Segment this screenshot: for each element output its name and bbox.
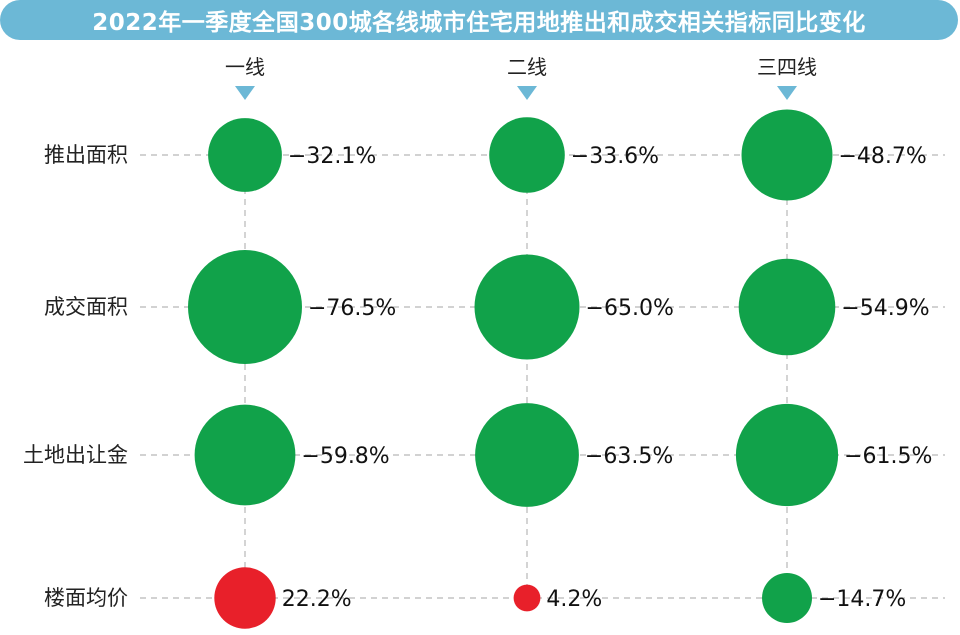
row-label: 楼面均价: [44, 586, 128, 610]
column-marker-triangle: [517, 86, 537, 100]
bubble: [194, 404, 296, 506]
bubble-value-label: −76.5%: [308, 296, 396, 321]
bubble-value-label: −14.7%: [818, 587, 906, 612]
bubble-value-label: −65.0%: [586, 296, 674, 321]
bubble: [208, 118, 282, 192]
bubble-value-label: −59.8%: [301, 444, 389, 469]
column-marker-triangle: [235, 86, 255, 100]
chart-title: 2022年一季度全国300城各线城市住宅用地推出和成交相关指标同比变化: [92, 10, 866, 36]
bubble: [188, 250, 302, 364]
row-label: 推出面积: [44, 143, 128, 167]
bubble-value-label: −54.9%: [841, 296, 929, 321]
row-label: 成交面积: [44, 295, 128, 319]
bubble-value-label: 22.2%: [282, 587, 352, 612]
bubble-value-label: −33.6%: [571, 144, 659, 169]
row-label: 土地出让金: [23, 443, 128, 467]
bubble: [738, 258, 836, 356]
bubble-value-label: −32.1%: [288, 144, 376, 169]
bubble-value-label: −48.7%: [838, 144, 926, 169]
column-marker-triangle: [777, 86, 797, 100]
column-label: 二线: [507, 55, 547, 79]
bubble: [214, 567, 276, 629]
bubble-value-label: 4.2%: [546, 587, 602, 612]
bubble: [735, 403, 839, 507]
title-bar: 2022年一季度全国300城各线城市住宅用地推出和成交相关指标同比变化: [0, 0, 958, 40]
bubble: [762, 573, 812, 623]
bubble: [474, 254, 580, 360]
bubble: [741, 109, 833, 201]
bubble-value-label: −61.5%: [844, 444, 932, 469]
bubble: [513, 584, 541, 612]
bubble-value-label: −63.5%: [585, 444, 673, 469]
column-label: 一线: [225, 55, 265, 79]
bubble: [489, 117, 565, 193]
column-label: 三四线: [757, 55, 817, 79]
bubble: [475, 403, 579, 507]
